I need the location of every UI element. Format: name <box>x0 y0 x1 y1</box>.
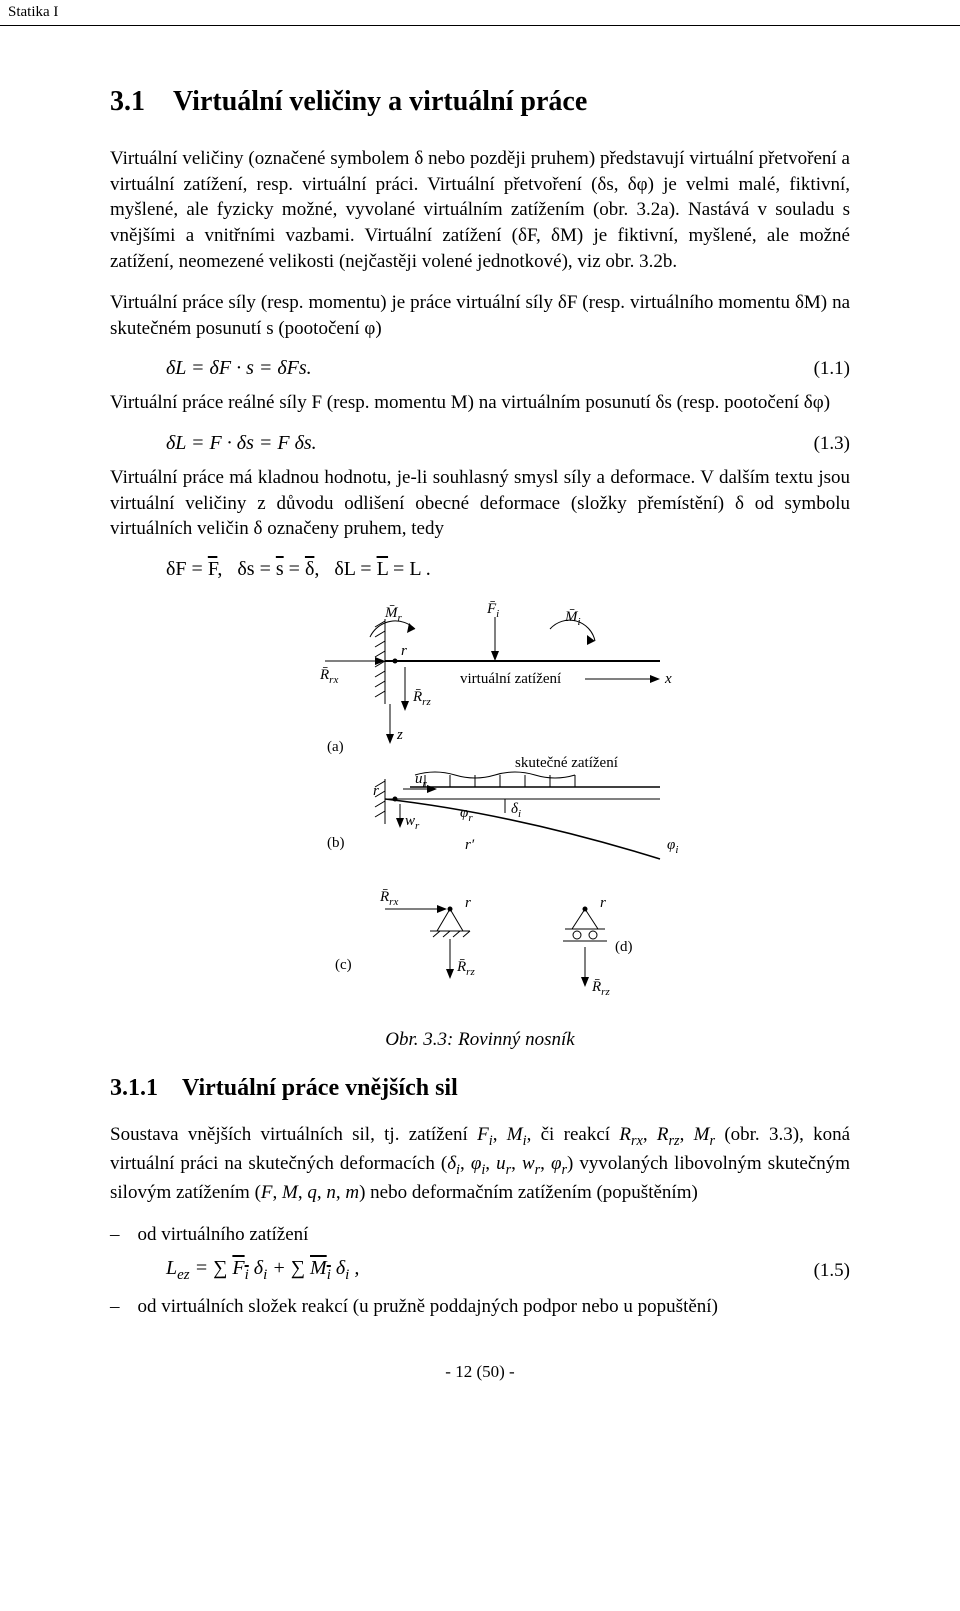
paragraph-real-force: Virtuální práce reálné síly F (resp. mom… <box>110 390 850 416</box>
section-heading: 3.1 Virtuální veličiny a virtuální práce <box>110 86 850 118</box>
paragraph-external-forces: Soustava vnějších virtuálních sil, tj. z… <box>110 1122 850 1206</box>
equation-1-3: δL = F · δs = F δs. (1.3) <box>110 432 850 455</box>
label-phir: φr <box>460 805 473 824</box>
running-head: Statika I <box>0 0 960 26</box>
subsection-heading: 3.1.1 Virtuální práce vnějších sil <box>110 1075 850 1102</box>
label-panel-c: (c) <box>335 957 352 973</box>
subsection-title-text: Virtuální práce vnějších sil <box>182 1075 458 1101</box>
label-wr: wr <box>405 813 420 832</box>
equation-body: δF = F, δs = s = δ, δL = L = L . <box>110 558 790 581</box>
figure-caption: Obr. 3.3: Rovinný nosník <box>110 1029 850 1051</box>
paragraph-virtual-work-force: Virtuální práce síly (resp. momentu) je … <box>110 290 850 341</box>
equation-overline-notation: δF = F, δs = s = δ, δL = L = L . <box>110 558 850 581</box>
label-Rrx: R̄rx <box>319 667 338 686</box>
label-Rrz-d: R̄rz <box>591 979 610 998</box>
label-virtual-load: virtuální zatížení <box>460 671 561 687</box>
label-panel-d: (d) <box>615 939 633 955</box>
label-panel-b: (b) <box>327 835 345 851</box>
bullet-virtual-reactions: od virtuálních složek reakcí (u pružně p… <box>110 1294 850 1320</box>
label-r-c: r <box>465 895 471 911</box>
equation-1-5: Lez = ∑ Fi δi + ∑ Mi δi , (1.5) <box>110 1257 850 1284</box>
subsection-number: 3.1.1 <box>110 1075 158 1101</box>
paragraph-sign-convention: Virtuální práce má kladnou hodnotu, je-l… <box>110 465 850 542</box>
label-Rrx-c: R̄rx <box>379 889 398 908</box>
equation-body: δL = δF · s = δFs. <box>110 357 790 380</box>
section-number: 3.1 <box>110 86 145 117</box>
equation-number: (1.1) <box>790 358 850 380</box>
label-rprime: r′ <box>465 837 475 853</box>
equation-1-1: δL = δF · s = δFs. (1.1) <box>110 357 850 380</box>
label-Mi: M̄i <box>564 609 581 628</box>
label-panel-a: (a) <box>327 739 344 755</box>
label-z: z <box>396 727 403 743</box>
equation-number: (1.3) <box>790 433 850 455</box>
label-r: r <box>401 643 407 659</box>
equation-number: (1.5) <box>790 1260 850 1282</box>
page-footer: - 12 (50) - <box>110 1362 850 1382</box>
label-Rrz-c: R̄rz <box>456 959 475 978</box>
label-x: x <box>664 671 672 687</box>
label-real-load: skutečné zatížení <box>515 755 618 771</box>
label-r-b: r <box>373 783 379 799</box>
section-title-text: Virtuální veličiny a virtuální práce <box>173 86 587 117</box>
paragraph-intro: Virtuální veličiny (označené symbolem δ … <box>110 146 850 274</box>
label-deltai: δi <box>511 801 521 820</box>
equation-body: Lez = ∑ Fi δi + ∑ Mi δi , <box>110 1257 790 1284</box>
label-Fi: F̄i <box>486 601 499 620</box>
label-Rrz-a: R̄rz <box>412 689 431 708</box>
figure-3-3: r M̄r F̄i M̄i R̄rx virtuální zatížení <box>265 599 695 1019</box>
equation-body: δL = F · δs = F δs. <box>110 432 790 455</box>
label-r-d: r <box>600 895 606 911</box>
label-phii: φi <box>667 837 678 856</box>
bullet-virtual-load: od virtuálního zatížení <box>110 1222 850 1248</box>
